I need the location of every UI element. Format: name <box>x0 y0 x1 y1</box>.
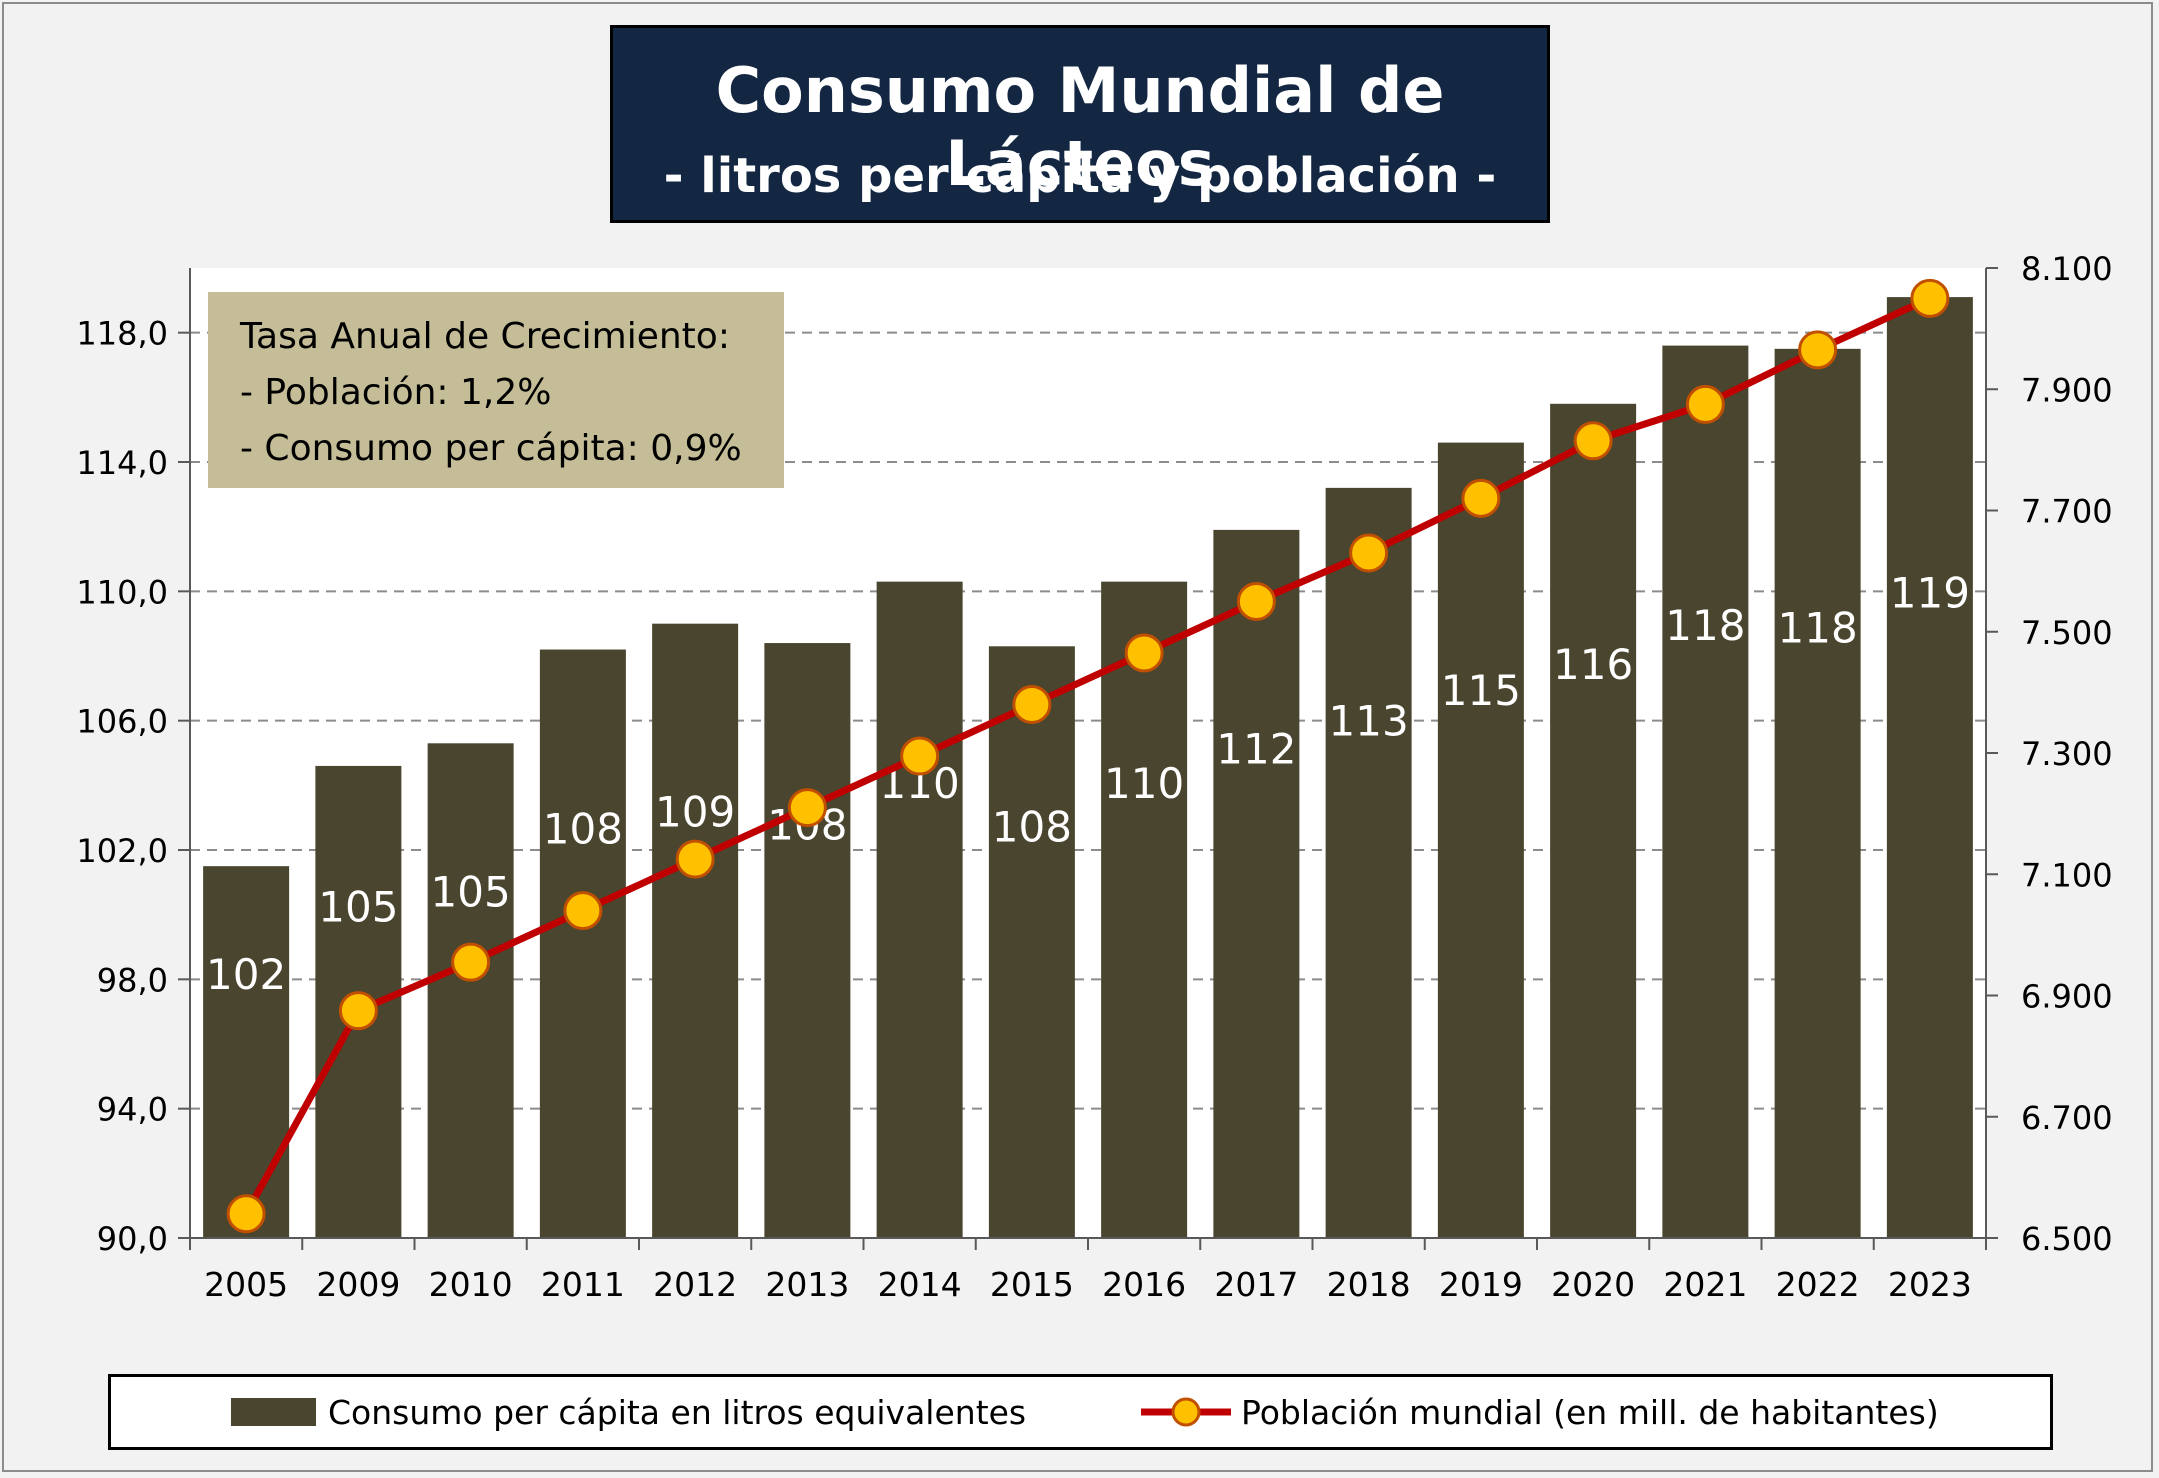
population-marker <box>900 736 940 776</box>
bar-data-label: 112 <box>1216 725 1296 774</box>
x-tick-label: 2019 <box>1439 1265 1523 1304</box>
bar-data-label: 118 <box>1665 601 1745 650</box>
plot-area: 90,0 94,0 98,0 102,0 106,0 110,0 114,0 118,0 6.5… <box>76 250 2112 1304</box>
annotation-box <box>208 292 784 488</box>
bar <box>203 866 290 1238</box>
bar <box>427 743 514 1238</box>
population-line <box>243 295 1932 1216</box>
legend-bar-label: Consumo per cápita en litros equivalente… <box>328 1392 1027 1432</box>
x-tick-label: 2013 <box>765 1265 849 1304</box>
bar-data-label: 105 <box>318 883 398 932</box>
y-left-tick-label: 98,0 <box>97 961 168 999</box>
population-marker <box>787 788 827 828</box>
title-box: Consumo Mundial de Lácteos - litros per … <box>610 25 1550 223</box>
y-right-tick-label: 7.300 <box>2021 735 2113 773</box>
legend: Consumo per cápita en litros equivalente… <box>108 1374 2053 1450</box>
y-right-tick-label: 6.900 <box>2021 978 2113 1016</box>
bar <box>988 646 1075 1238</box>
bar <box>1325 487 1412 1238</box>
bar <box>1774 348 1861 1238</box>
population-marker <box>675 839 715 879</box>
population-marker <box>1798 330 1838 370</box>
x-tick-label: 2016 <box>1102 1265 1186 1304</box>
bar-data-label: 108 <box>992 803 1072 852</box>
x-tick-label: 2022 <box>1776 1265 1860 1304</box>
population-marker <box>1461 478 1501 518</box>
population-marker <box>1012 685 1052 724</box>
population-marker <box>563 891 603 931</box>
y-left-tick-label: 110,0 <box>76 573 168 611</box>
population-marker <box>1124 633 1164 673</box>
y-right-tick-label: 7.900 <box>2021 371 2113 409</box>
x-tick-label: 2014 <box>878 1265 962 1304</box>
bar-data-label: 110 <box>1104 759 1184 808</box>
bar <box>1550 403 1637 1238</box>
x-tick-label: 2012 <box>653 1265 737 1304</box>
legend-item-bar: Consumo per cápita en litros equivalente… <box>231 1377 1026 1447</box>
chart-subtitle: - litros per cápita y población - <box>663 148 1497 204</box>
y-left-tick-label: 90,0 <box>97 1220 168 1258</box>
bar-data-label: 102 <box>206 950 286 999</box>
bar <box>1886 297 1973 1239</box>
x-tick-label: 2017 <box>1214 1265 1298 1304</box>
population-marker <box>1573 421 1613 461</box>
bar <box>652 623 739 1238</box>
chart-title: Consumo Mundial de Lácteos <box>715 54 1445 200</box>
y-left-tick-label: 94,0 <box>97 1091 168 1129</box>
population-marker <box>1910 278 1950 318</box>
y-right-tick-label: 6.700 <box>2021 1099 2113 1137</box>
bar <box>876 581 963 1238</box>
bar-data-label: 109 <box>655 787 735 836</box>
bar-data-label: 116 <box>1553 640 1633 689</box>
population-marker <box>451 942 491 982</box>
population-marker <box>1349 533 1389 573</box>
x-tick-label: 2010 <box>429 1265 513 1304</box>
x-tick-label: 2021 <box>1663 1265 1747 1304</box>
y-right-tick-label: 7.500 <box>2021 614 2113 652</box>
bar-data-label: 115 <box>1441 666 1521 715</box>
y-left-tick-label: 118,0 <box>76 315 168 353</box>
bar-data-label: 108 <box>543 805 623 854</box>
y-right-tick-label: 8.100 <box>2021 250 2113 288</box>
bar-data-label: 105 <box>431 868 511 917</box>
bar <box>1213 529 1300 1238</box>
bar <box>1437 442 1524 1239</box>
x-tick-label: 2011 <box>541 1265 625 1304</box>
y-left-tick-label: 102,0 <box>76 832 168 870</box>
population-marker <box>1685 384 1725 424</box>
y-left-tick-label: 114,0 <box>76 444 168 482</box>
annotation-line: Tasa Anual de Crecimiento: <box>239 316 730 357</box>
y-left-tick-label: 106,0 <box>76 703 168 741</box>
bar-data-label: 119 <box>1890 569 1970 618</box>
annotation-line: - Población: 1,2% <box>240 372 551 413</box>
legend-item-line: Población mundial (en mill. de habitante… <box>1141 1377 1939 1447</box>
bar-data-label: 118 <box>1778 603 1858 652</box>
x-tick-label: 2009 <box>316 1265 400 1304</box>
population-marker <box>226 1194 266 1234</box>
x-tick-label: 2015 <box>990 1265 1074 1304</box>
bar <box>1101 581 1188 1238</box>
population-marker <box>1236 581 1276 621</box>
bar-data-label: 113 <box>1329 696 1409 745</box>
x-tick-label: 2023 <box>1888 1265 1972 1304</box>
annotation-line: - Consumo per cápita: 0,9% <box>240 428 742 469</box>
bar <box>1662 345 1749 1239</box>
y-right-tick-label: 7.100 <box>2021 856 2113 894</box>
legend-line-label: Población mundial (en mill. de habitante… <box>1241 1392 1939 1432</box>
x-tick-label: 2018 <box>1327 1265 1411 1304</box>
y-right-tick-label: 6.500 <box>2021 1220 2113 1258</box>
legend-line-swatch <box>1141 1397 1231 1427</box>
y-right-tick-label: 7.700 <box>2021 493 2113 531</box>
bar <box>764 643 851 1238</box>
x-tick-label: 2005 <box>204 1265 288 1304</box>
bar <box>539 649 626 1238</box>
x-tick-label: 2020 <box>1551 1265 1635 1304</box>
legend-bar-swatch <box>231 1398 316 1426</box>
population-marker <box>338 991 378 1031</box>
